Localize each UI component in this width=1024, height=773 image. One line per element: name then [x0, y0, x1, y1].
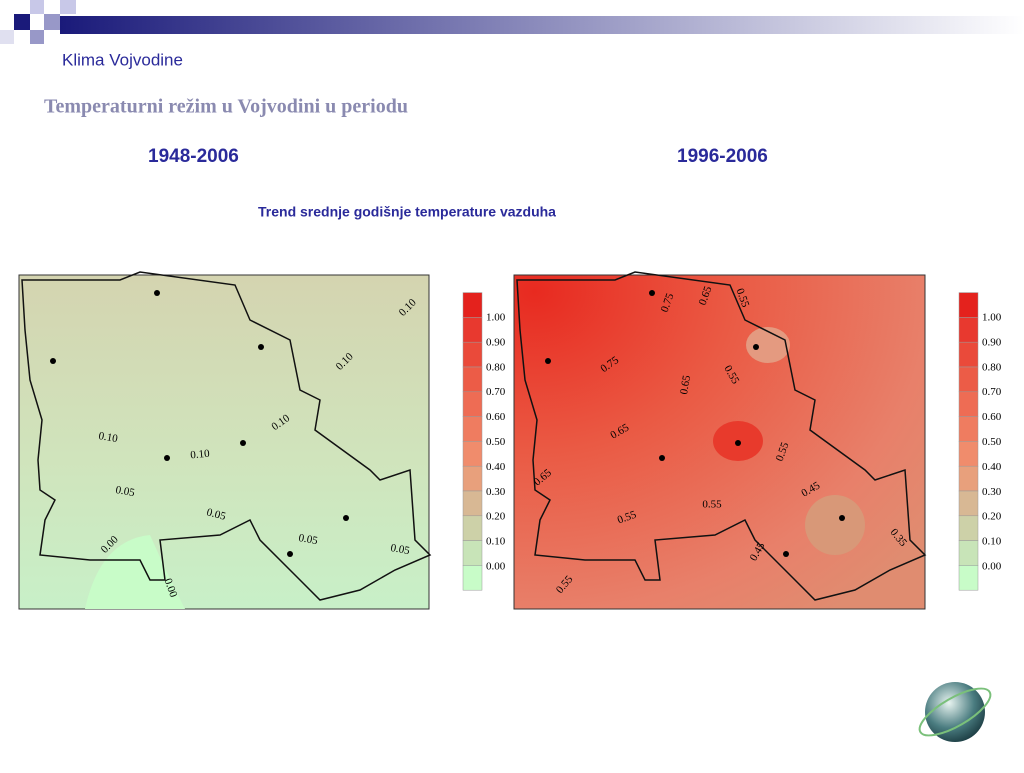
title: Temperaturni režim u Vojvodini u periodu [44, 96, 408, 118]
legend-swatch [462, 565, 483, 591]
header-deco [0, 0, 1024, 44]
legend-label: 0.70 [982, 386, 1002, 398]
period: 1948-2006 [148, 146, 239, 167]
legend-swatch [958, 366, 979, 393]
legend-swatch [958, 465, 979, 492]
contour-label: 0.05 [390, 542, 412, 557]
legend-label: 0.20 [982, 511, 1002, 523]
legend-swatch [958, 391, 979, 417]
legend-swatch [958, 416, 979, 442]
legend-label: 0.10 [982, 536, 1002, 548]
legend-label: 0.40 [982, 461, 1002, 473]
legend-label: 0.00 [982, 561, 1002, 573]
map-right [513, 271, 927, 610]
legend-label: 0.70 [486, 386, 506, 398]
legend-label: 0.50 [982, 436, 1002, 448]
legend-label: 0.60 [982, 411, 1002, 423]
legend-swatch [462, 292, 483, 318]
legend-label: 0.10 [486, 536, 506, 548]
legend-label: 0.40 [486, 461, 506, 473]
legend-swatch [462, 441, 483, 467]
subtitle: Klima Vojvodine [62, 50, 183, 69]
legend-label: 0.00 [486, 561, 506, 573]
contour-label: 0.05 [205, 506, 227, 523]
globe-icon [918, 682, 992, 742]
legend-swatch [462, 540, 483, 566]
contour-label: 0.65 [678, 374, 693, 396]
caption: Trend srednje godišnje temperature vazdu… [258, 204, 556, 220]
contour-label: 0.10 [190, 448, 211, 462]
legend-swatch [462, 391, 483, 417]
legend-swatch [462, 515, 483, 541]
legend-label: 0.90 [982, 336, 1002, 348]
legend-swatch [958, 490, 979, 517]
legend-label: 0.20 [486, 511, 506, 523]
contour-label: 0.05 [115, 484, 137, 499]
legend-swatch [462, 416, 483, 442]
contour-label: 0.10 [98, 430, 120, 445]
map-left [18, 271, 432, 610]
legend-swatch [462, 366, 483, 393]
legend-swatch [462, 341, 483, 368]
legend-label: 0.90 [486, 336, 506, 348]
legend-label: 0.30 [486, 486, 506, 498]
legend-label: 0.30 [982, 486, 1002, 498]
legend-label: 0.60 [486, 411, 506, 423]
legend-swatch [958, 292, 979, 318]
legend-swatch [958, 565, 979, 591]
legend-swatch [958, 441, 979, 467]
period: 1996-2006 [677, 146, 768, 167]
legend-label: 0.80 [486, 361, 506, 373]
legend-swatch [462, 465, 483, 492]
legend-label: 0.80 [982, 361, 1002, 373]
legend-label: 1.00 [982, 312, 1002, 324]
legend-swatch [958, 317, 979, 343]
legend-label: 0.50 [486, 436, 506, 448]
contour-label: 0.55 [702, 499, 722, 511]
legend-swatch [958, 540, 979, 566]
legend-swatch [958, 515, 979, 541]
legend-label: 1.00 [486, 312, 506, 324]
contour-label: 0.05 [298, 532, 320, 547]
legend-swatch [958, 341, 979, 368]
legend-swatch [462, 490, 483, 517]
legend-swatch [462, 317, 483, 343]
